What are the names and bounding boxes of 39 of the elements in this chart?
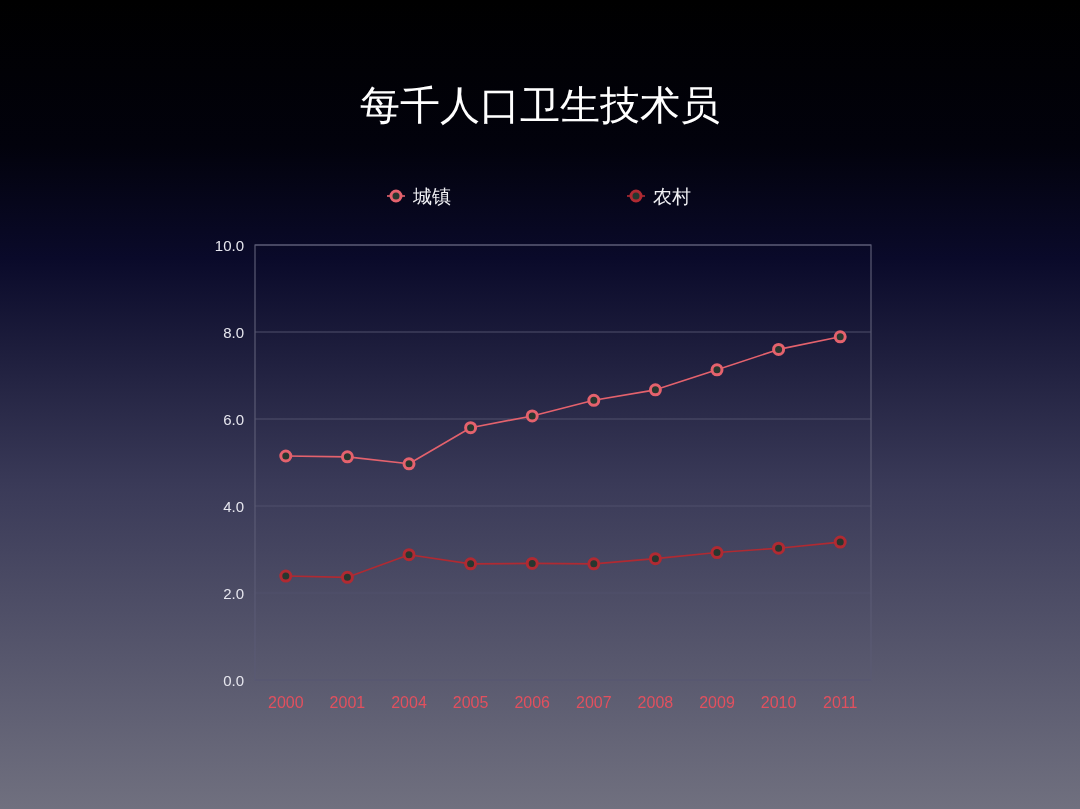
chart-title: 每千人口卫生技术员 [360,83,720,127]
x-tick-label: 2006 [514,693,551,711]
y-tick-label: 4.0 [223,497,244,515]
point [772,342,786,356]
point [525,556,539,570]
point [340,570,354,584]
point [402,548,416,562]
x-tick-label: 2007 [576,693,612,711]
point [587,393,601,407]
x-tick-label: 2010 [760,693,797,711]
point [340,450,354,464]
y-tick-label: 8.0 [223,323,244,341]
point [772,541,786,555]
y-tick-label: 10.0 [214,236,244,254]
point [464,421,478,435]
point [279,569,293,583]
point [710,363,724,377]
point [279,449,293,463]
point [833,535,847,549]
x-tick-label: 2008 [637,693,674,711]
legend-label: 农村 [653,185,691,207]
x-tick-label: 2009 [699,693,735,711]
legend-label: 城镇 [412,185,451,207]
point [525,409,539,423]
point [402,457,416,471]
point [710,546,724,560]
x-tick-label: 2004 [391,693,427,711]
y-tick-label: 6.0 [223,410,244,428]
y-tick-label: 0.0 [223,671,244,689]
point [648,552,662,566]
point [648,383,662,397]
y-tick-label: 2.0 [223,584,244,602]
point [587,557,601,571]
x-tick-label: 2011 [823,693,858,711]
point [833,330,847,344]
x-tick-label: 2000 [268,693,304,711]
x-tick-label: 2001 [329,693,366,711]
point [464,557,478,571]
x-tick-label: 2005 [452,693,489,711]
